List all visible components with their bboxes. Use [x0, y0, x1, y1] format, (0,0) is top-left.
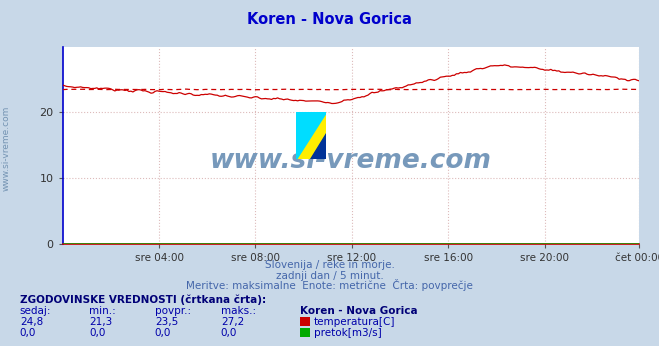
Text: 0,0: 0,0 [20, 328, 36, 338]
Text: pretok[m3/s]: pretok[m3/s] [314, 328, 382, 338]
Text: Koren - Nova Gorica: Koren - Nova Gorica [247, 11, 412, 27]
Text: temperatura[C]: temperatura[C] [314, 317, 395, 327]
Text: maks.:: maks.: [221, 306, 256, 316]
Text: min.:: min.: [89, 306, 116, 316]
Text: ZGODOVINSKE VREDNOSTI (črtkana črta):: ZGODOVINSKE VREDNOSTI (črtkana črta): [20, 294, 266, 305]
Text: 0,0: 0,0 [89, 328, 105, 338]
Text: sedaj:: sedaj: [20, 306, 51, 316]
Text: Meritve: maksimalne  Enote: metrične  Črta: povprečje: Meritve: maksimalne Enote: metrične Črta… [186, 279, 473, 291]
Text: 21,3: 21,3 [89, 317, 112, 327]
Text: povpr.:: povpr.: [155, 306, 191, 316]
Polygon shape [296, 112, 326, 159]
Text: www.si-vreme.com: www.si-vreme.com [210, 148, 492, 174]
Text: zadnji dan / 5 minut.: zadnji dan / 5 minut. [275, 271, 384, 281]
Polygon shape [310, 134, 326, 159]
Text: www.si-vreme.com: www.si-vreme.com [2, 106, 11, 191]
Text: 0,0: 0,0 [221, 328, 237, 338]
Text: 23,5: 23,5 [155, 317, 178, 327]
Text: Slovenija / reke in morje.: Slovenija / reke in morje. [264, 260, 395, 270]
Text: 27,2: 27,2 [221, 317, 244, 327]
Text: 24,8: 24,8 [20, 317, 43, 327]
Text: 0,0: 0,0 [155, 328, 171, 338]
Polygon shape [296, 112, 326, 159]
Text: Koren - Nova Gorica: Koren - Nova Gorica [300, 306, 417, 316]
